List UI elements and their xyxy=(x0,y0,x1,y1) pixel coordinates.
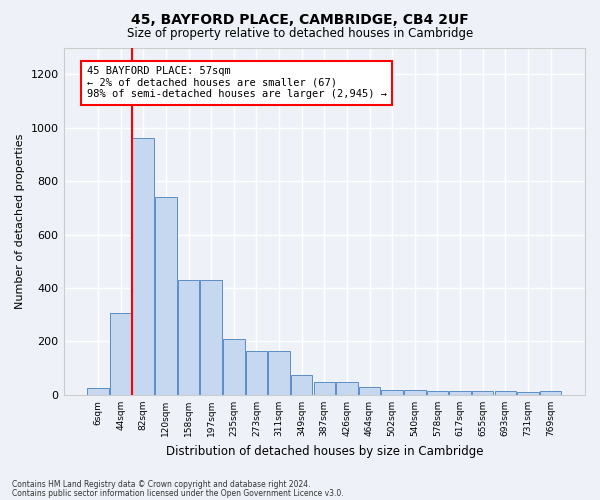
Y-axis label: Number of detached properties: Number of detached properties xyxy=(15,134,25,309)
Bar xyxy=(359,387,380,395)
Bar xyxy=(245,351,267,395)
Bar xyxy=(449,391,471,395)
Bar xyxy=(540,391,561,395)
Bar xyxy=(427,391,448,395)
Bar xyxy=(87,388,109,395)
Bar xyxy=(268,351,290,395)
Bar xyxy=(382,390,403,395)
Bar xyxy=(291,375,313,395)
Bar xyxy=(178,280,199,395)
Text: 45 BAYFORD PLACE: 57sqm
← 2% of detached houses are smaller (67)
98% of semi-det: 45 BAYFORD PLACE: 57sqm ← 2% of detached… xyxy=(86,66,386,100)
Bar xyxy=(133,138,154,395)
X-axis label: Distribution of detached houses by size in Cambridge: Distribution of detached houses by size … xyxy=(166,444,483,458)
Text: Contains public sector information licensed under the Open Government Licence v3: Contains public sector information licen… xyxy=(12,488,344,498)
Bar xyxy=(517,392,539,395)
Bar xyxy=(404,390,425,395)
Bar xyxy=(223,339,245,395)
Bar xyxy=(494,391,516,395)
Text: Contains HM Land Registry data © Crown copyright and database right 2024.: Contains HM Land Registry data © Crown c… xyxy=(12,480,311,489)
Text: Size of property relative to detached houses in Cambridge: Size of property relative to detached ho… xyxy=(127,28,473,40)
Bar xyxy=(336,382,358,395)
Bar xyxy=(472,391,493,395)
Bar xyxy=(110,314,131,395)
Bar xyxy=(200,280,222,395)
Bar xyxy=(155,197,176,395)
Text: 45, BAYFORD PLACE, CAMBRIDGE, CB4 2UF: 45, BAYFORD PLACE, CAMBRIDGE, CB4 2UF xyxy=(131,12,469,26)
Bar xyxy=(314,382,335,395)
